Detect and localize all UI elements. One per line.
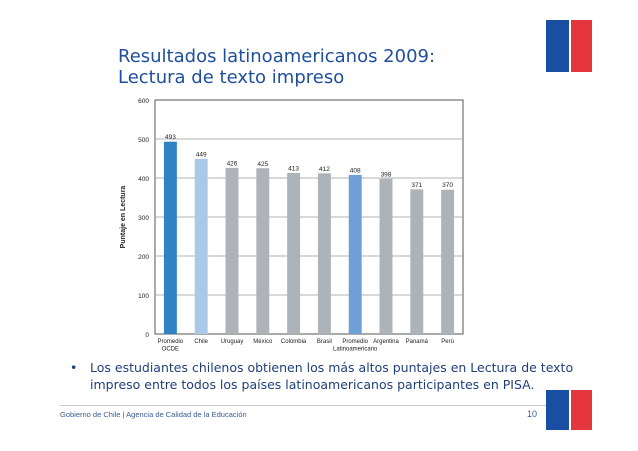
y-tick-label: 300 xyxy=(138,215,149,222)
flag-blue-stripe-bottom xyxy=(546,390,569,430)
bar-4 xyxy=(287,172,301,334)
y-tick-label: 400 xyxy=(138,176,149,183)
flag-red-stripe xyxy=(571,20,592,72)
y-axis-label: Puntaje en Lectura xyxy=(120,186,127,249)
bar-9 xyxy=(441,189,455,334)
slide-title: Resultados latinoamericanos 2009: Lectur… xyxy=(118,46,435,88)
y-tick-label: 200 xyxy=(138,254,149,261)
x-tick-label: Argentina xyxy=(373,339,399,345)
footer-divider xyxy=(60,405,565,406)
title-line-1: Resultados latinoamericanos 2009: xyxy=(118,46,436,67)
bar-value-label: 398 xyxy=(381,171,392,178)
flag-red-stripe-bottom xyxy=(571,390,592,430)
bar-2 xyxy=(225,167,239,334)
y-tick-label: 600 xyxy=(138,98,149,105)
bar-0 xyxy=(163,141,177,334)
x-tick-label: Perú xyxy=(441,339,454,345)
y-tick-label: 100 xyxy=(138,293,149,300)
x-tick-label: México xyxy=(253,339,273,345)
x-tick-label: Promedio xyxy=(158,339,184,345)
bar-8 xyxy=(410,189,424,334)
bar-value-label: 449 xyxy=(196,151,207,158)
y-tick-label: 500 xyxy=(138,137,149,144)
bar-value-label: 371 xyxy=(411,182,422,189)
title-line-2: Lectura de texto impreso xyxy=(118,67,345,88)
bar-1 xyxy=(194,158,208,334)
x-tick-label: Colombia xyxy=(281,339,307,345)
bullet-text: Los estudiantes chilenos obtienen los má… xyxy=(90,360,574,392)
flag-blue-stripe xyxy=(546,20,569,72)
footer-agency: Gobierno de Chile | Agencia de Calidad d… xyxy=(60,410,247,419)
x-tick-label: Promedio xyxy=(342,339,368,345)
flag-logo-top xyxy=(546,20,592,72)
bar-7 xyxy=(379,178,393,334)
x-tick-label: Uruguay xyxy=(221,339,244,345)
x-tick-label: Chile xyxy=(194,339,208,345)
bar-value-label: 493 xyxy=(165,134,176,141)
bar-value-label: 426 xyxy=(227,160,238,167)
bar-6 xyxy=(348,174,362,334)
bar-5 xyxy=(317,173,331,334)
bar-value-label: 408 xyxy=(350,167,361,174)
x-tick-label: Panamá xyxy=(406,339,429,345)
reading-scores-bar-chart: 0 100 200 300 400 500 600 Puntaje en Lectura 493… xyxy=(120,98,464,353)
y-tick-label: 0 xyxy=(145,332,149,339)
bar-value-label: 425 xyxy=(257,161,268,168)
x-tick-label: Brasil xyxy=(317,339,332,345)
bullet-dot: • xyxy=(70,360,78,375)
bar-value-label: 412 xyxy=(319,166,330,173)
x-tick-label: Latinoamericano xyxy=(333,347,378,353)
bar-3 xyxy=(256,168,270,334)
bar-value-label: 370 xyxy=(442,182,453,189)
flag-logo-bottom xyxy=(546,390,592,430)
page-number: 10 xyxy=(526,409,537,419)
bar-value-label: 413 xyxy=(288,165,299,172)
x-tick-label: OCDE xyxy=(162,347,179,353)
